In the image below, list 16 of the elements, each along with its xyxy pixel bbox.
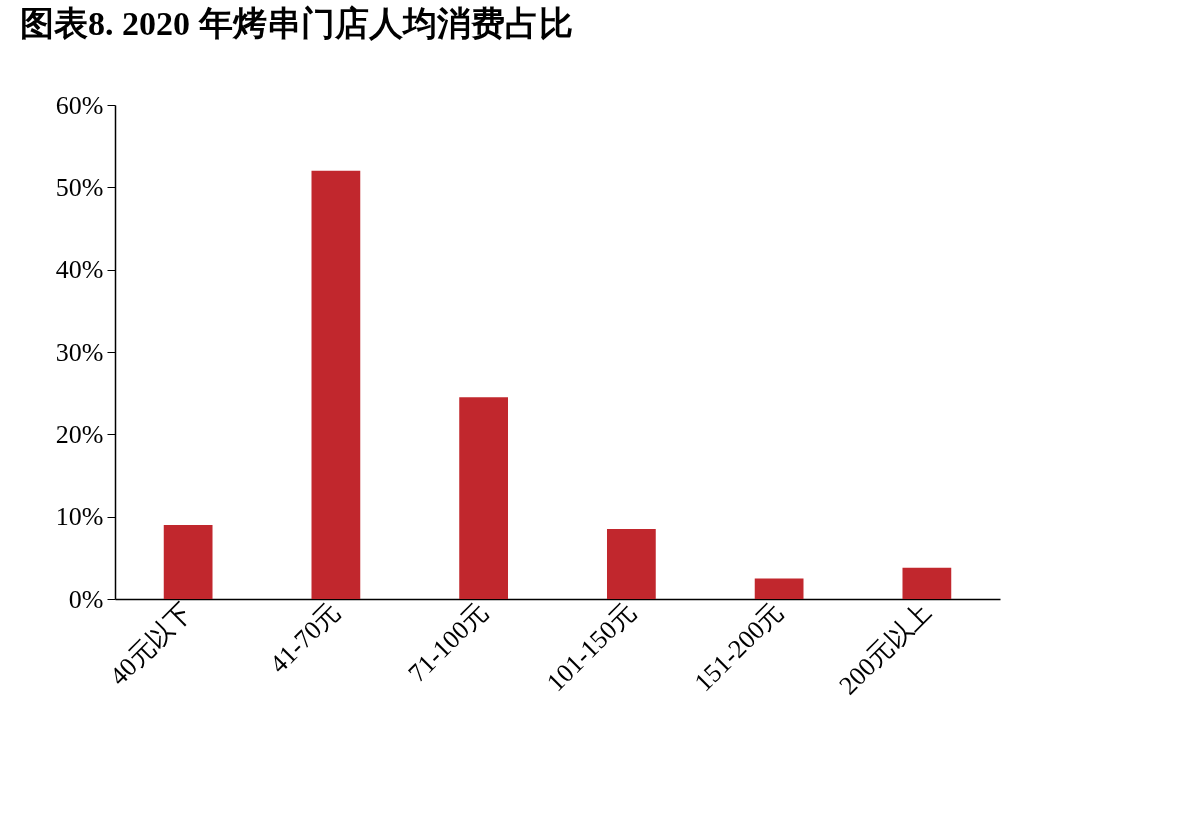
y-tick-label: 40% [55, 255, 104, 285]
y-tick-label: 20% [55, 419, 104, 449]
x-tick-label: 200元以上 [833, 596, 937, 701]
y-tick-label: 10% [55, 502, 104, 532]
bar [311, 170, 361, 599]
y-tick-label: 0% [68, 584, 104, 614]
chart-title: 图表8. 2020 年烤串门店人均消费占比 [20, 5, 573, 42]
y-tick-label: 50% [55, 172, 104, 202]
bar [606, 529, 656, 599]
bar [163, 524, 213, 599]
bar [459, 397, 509, 599]
x-tick-label: 40元以下 [103, 596, 199, 691]
y-tick-label: 60% [55, 90, 104, 120]
y-tick-label: 30% [55, 337, 104, 367]
bar [902, 567, 952, 599]
bar [754, 578, 804, 599]
